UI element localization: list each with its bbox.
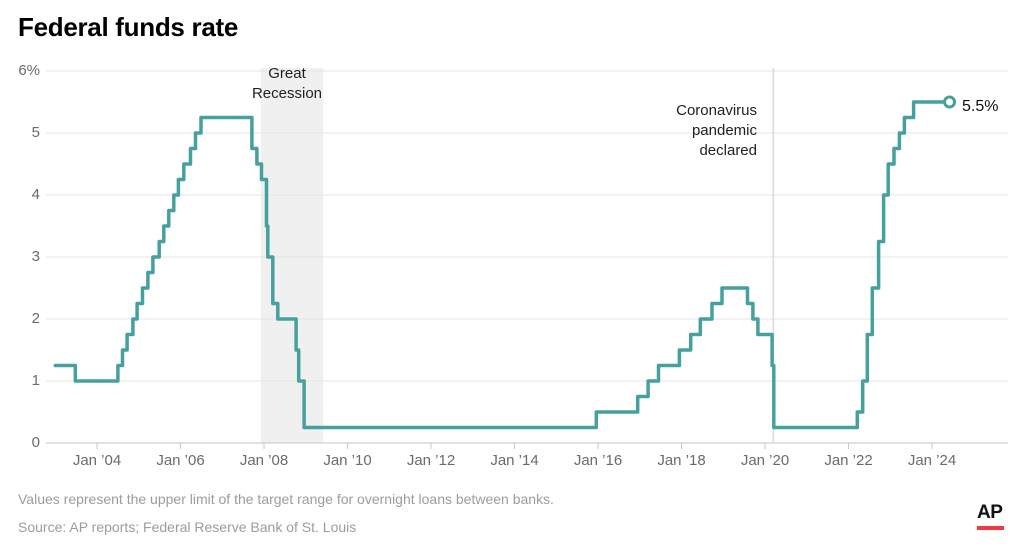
ap-logo-underline: [977, 526, 1004, 530]
y-axis-label: 3: [31, 248, 40, 265]
ap-logo-text: AP: [977, 502, 1003, 523]
x-axis-label: Jan ’12: [406, 452, 456, 469]
annotation-line: Coronavirus: [676, 102, 757, 119]
x-axis-label: Jan ’18: [657, 452, 706, 469]
x-axis-label: Jan ’10: [323, 452, 372, 469]
y-axis-label: 4: [31, 186, 40, 203]
y-axis-label: 0: [31, 434, 40, 451]
x-axis-label: Jan ’24: [907, 452, 957, 469]
y-axis-label: 2: [31, 310, 40, 327]
annotation-line: Great: [268, 65, 306, 82]
page-title: Federal funds rate: [18, 12, 238, 42]
y-axis-label: 5: [31, 124, 40, 141]
x-axis-label: Jan ’16: [573, 452, 623, 469]
x-axis-label: Jan ’20: [740, 452, 790, 469]
end-point-marker: [943, 95, 957, 109]
y-axis-label: 6%: [18, 62, 40, 79]
ap-logo: AP: [977, 502, 1005, 530]
x-axis-label: Jan ’22: [824, 452, 873, 469]
latest-value-label: 5.5%: [962, 98, 999, 115]
annotation-line: pandemic: [691, 122, 757, 139]
chart-note: Values represent the upper limit of the …: [18, 491, 554, 507]
x-axis-label: Jan ’08: [239, 452, 289, 469]
x-axis-label: Jan ’04: [72, 452, 122, 469]
chart-footer: Values represent the upper limit of the …: [18, 491, 554, 547]
annotation-line: Recession: [251, 85, 323, 102]
x-axis-label: Jan ’14: [490, 452, 539, 469]
y-axis-label: 1: [31, 372, 40, 389]
annotation-coronavirus-pandemic: Coronavirus pandemic declared: [587, 101, 757, 161]
rate-line: [53, 100, 952, 430]
annotation-great-recession: Great Recession: [227, 64, 347, 104]
x-axis-label: Jan ’06: [156, 452, 205, 469]
annotation-line: declared: [699, 142, 757, 159]
chart-source: Source: AP reports; Federal Reserve Bank…: [18, 519, 357, 535]
